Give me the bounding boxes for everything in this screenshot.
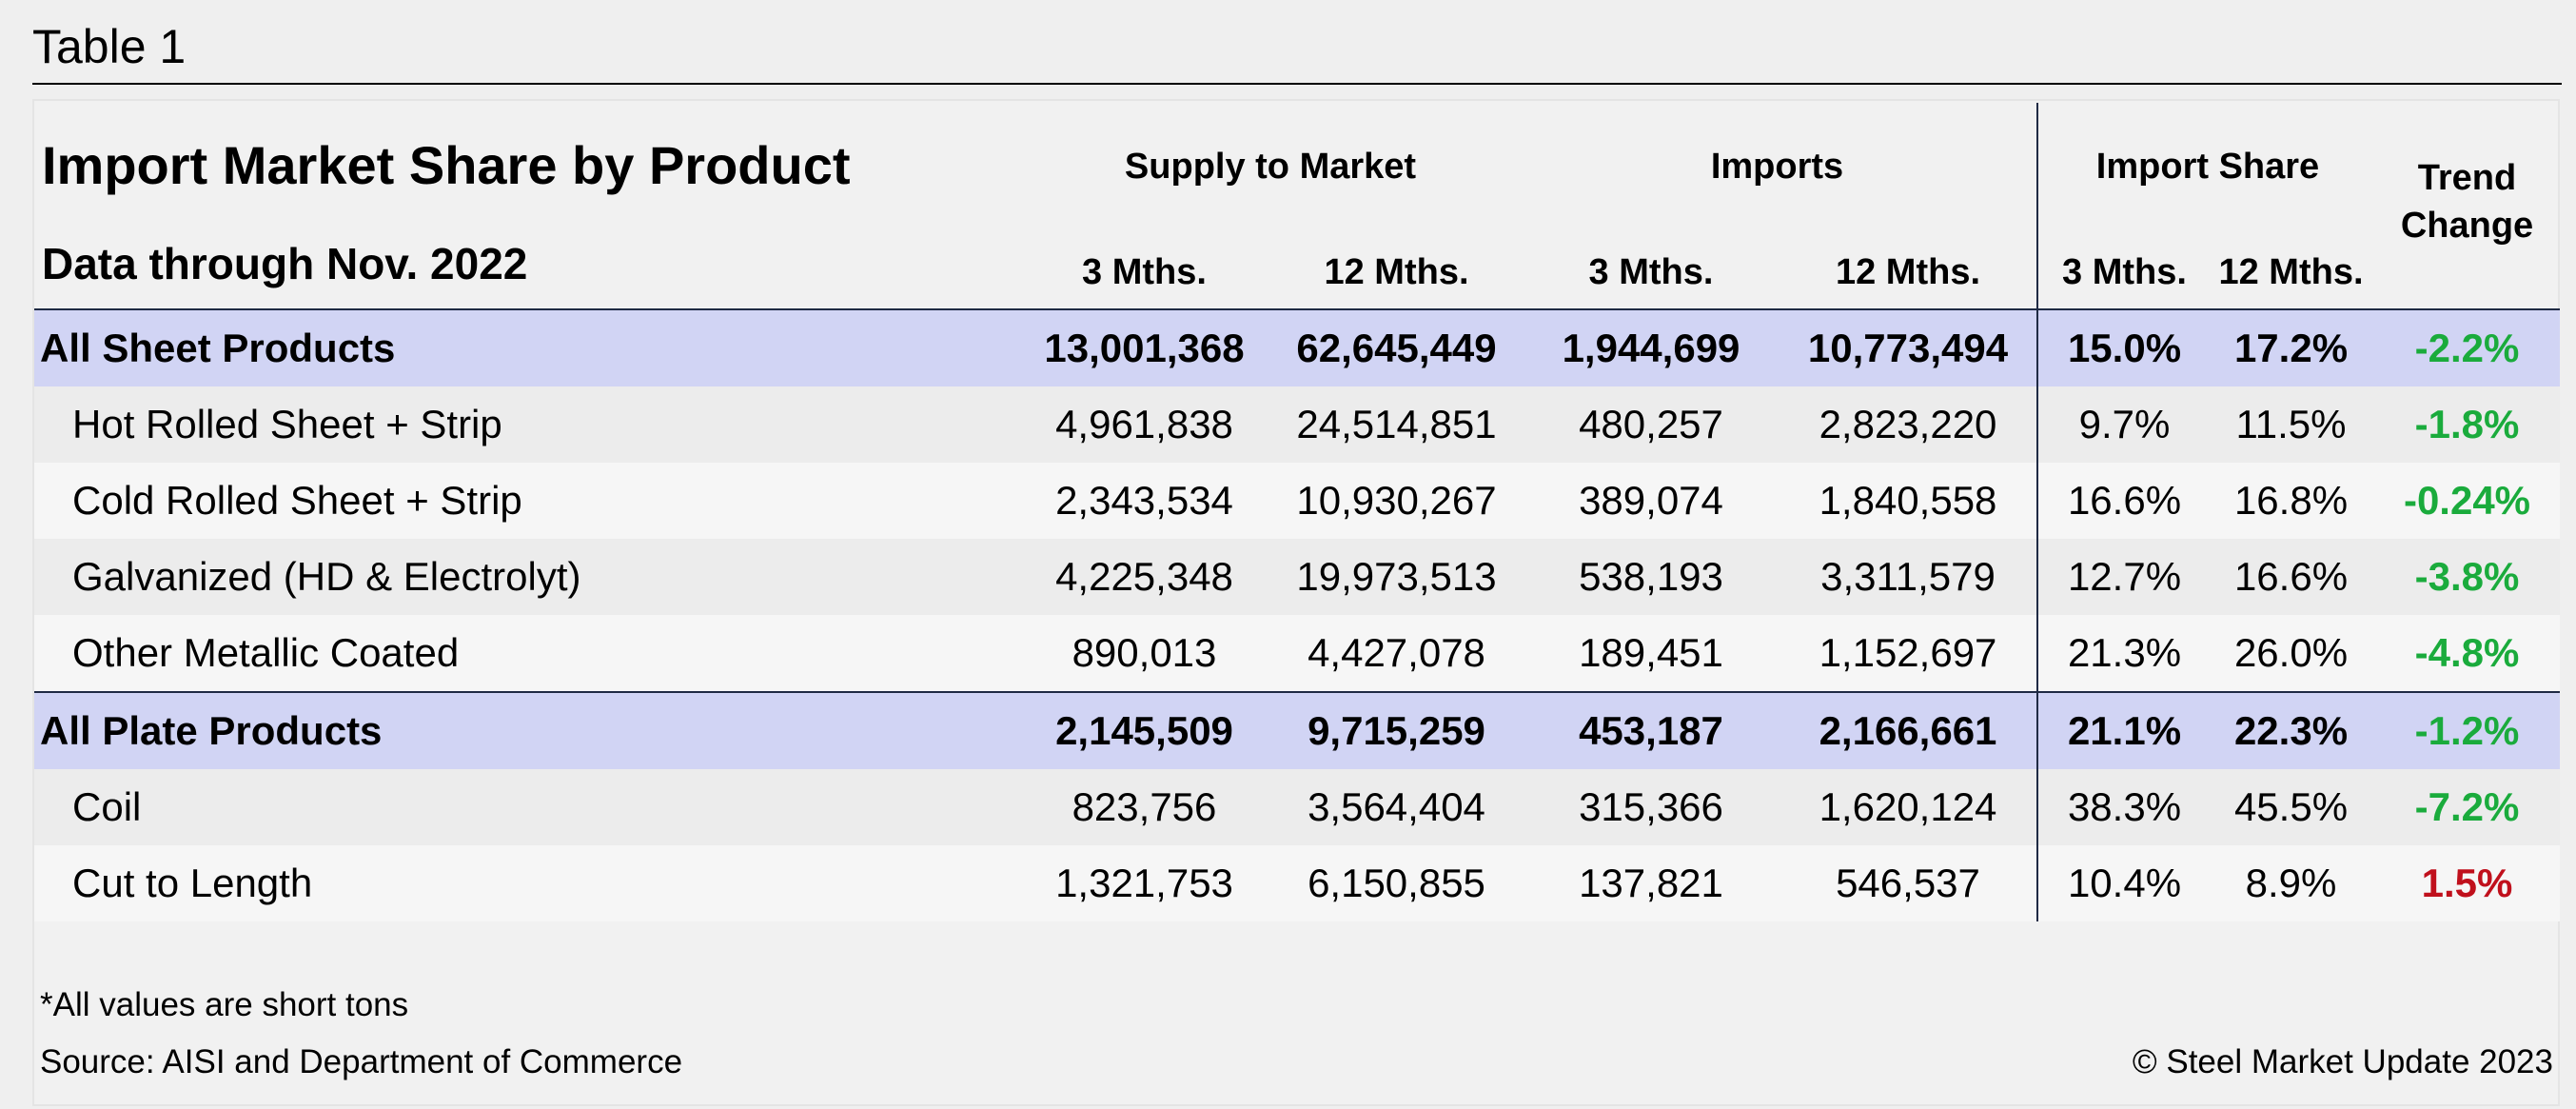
imports-12m-cell: 2,166,661 <box>1819 708 1997 753</box>
trend-cell: -2.2% <box>2414 326 2520 370</box>
share-3m-cell: 21.3% <box>2067 630 2182 675</box>
row-label: Cold Rolled Sheet + Strip <box>72 478 522 523</box>
imports-12m-cell: 3,311,579 <box>1820 554 1996 599</box>
share-3m-cell: 38.3% <box>2067 784 2182 829</box>
share-12m-cell: 16.8% <box>2233 478 2349 523</box>
imports-12m-cell: 2,823,220 <box>1819 402 1997 446</box>
trend-cell: -1.2% <box>2414 708 2520 753</box>
caption-divider <box>32 83 2562 85</box>
table-row-cut-to-length: Cut to Length 1,321,753 6,150,855 137,82… <box>34 845 2560 921</box>
imports-12m-cell: 546,537 <box>1836 861 1980 905</box>
table-row-cold-rolled: Cold Rolled Sheet + Strip 2,343,534 10,9… <box>34 463 2560 539</box>
header-trend-line1: Trend <box>2417 158 2517 198</box>
imports-3m-cell: 480,257 <box>1579 402 1723 446</box>
imports-3m-cell: 1,944,699 <box>1562 326 1740 370</box>
header-supply-3m: 3 Mths. <box>1082 252 1207 292</box>
share-12m-cell: 26.0% <box>2233 630 2349 675</box>
table-row-other-metallic-coated: Other Metallic Coated 890,013 4,427,078 … <box>34 615 2560 691</box>
supply-12m-cell: 6,150,855 <box>1308 861 1485 905</box>
copyright-note: © Steel Market Update 2023 <box>2132 1043 2553 1080</box>
table-row-hot-rolled: Hot Rolled Sheet + Strip 4,961,838 24,51… <box>34 386 2560 463</box>
share-3m-cell: 12.7% <box>2067 554 2182 599</box>
row-label: All Plate Products <box>40 708 383 753</box>
row-label: All Sheet Products <box>40 326 396 370</box>
supply-12m-cell: 3,564,404 <box>1308 784 1485 829</box>
supply-3m-cell: 13,001,368 <box>1044 326 1245 370</box>
share-3m-cell: 16.6% <box>2067 478 2182 523</box>
supply-12m-cell: 10,930,267 <box>1296 478 1497 523</box>
section-divider <box>34 691 2560 693</box>
header-divider <box>34 308 2560 310</box>
header-import-share: Import Share <box>2095 147 2320 187</box>
table-row-all-sheet-products: All Sheet Products 13,001,368 62,645,449… <box>34 310 2560 386</box>
supply-3m-cell: 4,225,348 <box>1055 554 1233 599</box>
share-12m-cell: 16.6% <box>2233 554 2349 599</box>
header-supply-12m: 12 Mths. <box>1324 252 1469 292</box>
imports-3m-cell: 453,187 <box>1579 708 1723 753</box>
supply-3m-cell: 2,145,509 <box>1055 708 1233 753</box>
row-label: Hot Rolled Sheet + Strip <box>72 402 502 446</box>
import-share-divider <box>2036 103 2038 921</box>
table-caption: Table 1 <box>32 20 187 73</box>
imports-12m-cell: 10,773,494 <box>1807 326 2009 370</box>
table-row-coil: Coil 823,756 3,564,404 315,366 1,620,124… <box>34 769 2560 845</box>
header-imports-3m: 3 Mths. <box>1588 252 1714 292</box>
share-3m-cell: 21.1% <box>2067 708 2182 753</box>
imports-3m-cell: 315,366 <box>1579 784 1723 829</box>
supply-3m-cell: 890,013 <box>1072 630 1217 675</box>
table-title: Import Market Share by Product <box>42 135 851 195</box>
imports-12m-cell: 1,152,697 <box>1819 630 1997 675</box>
imports-3m-cell: 137,821 <box>1579 861 1723 905</box>
trend-cell: 1.5% <box>2421 861 2513 905</box>
supply-12m-cell: 62,645,449 <box>1296 326 1497 370</box>
share-12m-cell: 11.5% <box>2235 402 2347 446</box>
imports-3m-cell: 389,074 <box>1579 478 1723 523</box>
supply-12m-cell: 24,514,851 <box>1296 402 1497 446</box>
share-3m-cell: 10.4% <box>2067 861 2182 905</box>
share-12m-cell: 45.5% <box>2233 784 2349 829</box>
supply-3m-cell: 823,756 <box>1072 784 1217 829</box>
table-row-all-plate-products: All Plate Products 2,145,509 9,715,259 4… <box>34 693 2560 769</box>
footnote: *All values are short tons <box>40 986 409 1023</box>
trend-cell: -0.24% <box>2403 478 2531 523</box>
imports-3m-cell: 538,193 <box>1579 554 1723 599</box>
supply-3m-cell: 2,343,534 <box>1055 478 1233 523</box>
source-note: Source: AISI and Department of Commerce <box>40 1043 683 1080</box>
supply-3m-cell: 4,961,838 <box>1055 402 1233 446</box>
header-imports: Imports <box>1710 147 1844 187</box>
supply-12m-cell: 4,427,078 <box>1308 630 1485 675</box>
share-3m-cell: 9.7% <box>2078 402 2171 446</box>
imports-12m-cell: 1,840,558 <box>1819 478 1997 523</box>
table-row-galvanized: Galvanized (HD & Electrolyt) 4,225,348 1… <box>34 539 2560 615</box>
row-label: Cut to Length <box>72 861 313 905</box>
row-label: Coil <box>72 784 142 829</box>
share-12m-cell: 8.9% <box>2245 861 2337 905</box>
row-label: Other Metallic Coated <box>72 630 460 675</box>
share-12m-cell: 17.2% <box>2233 326 2349 370</box>
trend-cell: -1.8% <box>2414 402 2520 446</box>
trend-cell: -7.2% <box>2414 784 2520 829</box>
imports-12m-cell: 1,620,124 <box>1819 784 1997 829</box>
share-12m-cell: 22.3% <box>2233 708 2349 753</box>
trend-cell: -4.8% <box>2414 630 2520 675</box>
share-3m-cell: 15.0% <box>2067 326 2182 370</box>
row-label: Galvanized (HD & Electrolyt) <box>72 554 581 599</box>
supply-12m-cell: 19,973,513 <box>1296 554 1497 599</box>
table-subtitle: Data through Nov. 2022 <box>42 239 528 288</box>
header-share-3m: 3 Mths. <box>2062 252 2187 292</box>
header-trend-line2: Change <box>2400 206 2534 246</box>
imports-3m-cell: 189,451 <box>1579 630 1723 675</box>
supply-12m-cell: 9,715,259 <box>1308 708 1485 753</box>
header-supply-to-market: Supply to Market <box>1124 147 1417 187</box>
header-imports-12m: 12 Mths. <box>1835 252 1981 292</box>
trend-cell: -3.8% <box>2414 554 2520 599</box>
header-share-12m: 12 Mths. <box>2218 252 2364 292</box>
supply-3m-cell: 1,321,753 <box>1055 861 1233 905</box>
